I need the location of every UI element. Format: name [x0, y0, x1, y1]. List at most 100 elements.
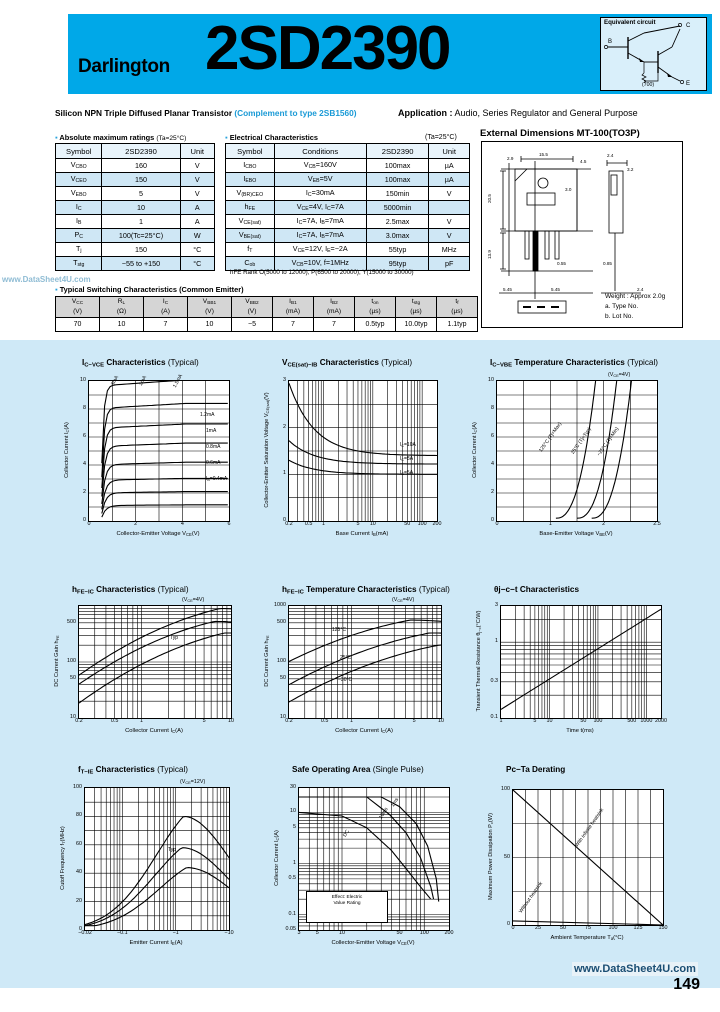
data-curve — [85, 847, 229, 927]
data-curve — [101, 491, 228, 514]
elec-conditions: VCE=12V, IE=−2A — [273, 242, 367, 257]
elec-header-2: 2SD2390 — [365, 143, 430, 159]
x-tick: 3 — [297, 930, 301, 936]
elec-conditions: VCB=10V, f=1MHz — [273, 256, 367, 271]
elec-symbol: V(BR)CEO — [225, 186, 275, 201]
sw-header-0: VCC (V) — [55, 296, 100, 318]
plot-area — [512, 789, 664, 926]
chart-condition-note: (VCE=4V) — [392, 597, 415, 603]
abs-unit: A — [179, 200, 216, 215]
y-tick: 1 — [495, 638, 498, 645]
abs-unit: A — [179, 214, 216, 229]
sw-value-0: 70 — [55, 317, 100, 332]
y-tick: 500 — [277, 618, 286, 625]
y-tick: 2 — [491, 489, 494, 495]
table-row: VCE(sat) IC=7A, IB=7mA 2.5max V — [225, 214, 470, 229]
chart-ft-ie: fT−IE Characteristics (Typical) −0.02 −0.1… — [48, 765, 248, 965]
data-curve — [289, 632, 441, 686]
plot-graphics — [501, 606, 661, 718]
abs-symbol: Tstg — [54, 256, 103, 271]
data-curve — [101, 381, 179, 464]
package-note-b: b. Lot No. — [605, 313, 634, 320]
series-label: 0.6mA — [206, 460, 221, 466]
chart-title: Pc−Ta Derating — [506, 765, 566, 774]
y-tick: 0 — [491, 517, 494, 523]
y-tick: 20 — [76, 897, 82, 904]
data-curve — [101, 461, 228, 504]
series-label: Typ — [170, 635, 179, 641]
application-label: Application : — [398, 108, 453, 118]
plot-graphics — [289, 606, 441, 718]
plot-graphics — [79, 606, 231, 718]
y-tick: 50 — [70, 674, 76, 681]
x-tick: 5 — [412, 718, 416, 724]
abs-value: 100(Tc=25°C) — [101, 228, 181, 243]
abs-value: 5 — [101, 186, 181, 201]
elec-value: 3.0max — [365, 228, 430, 243]
series-label: IC=10A — [400, 442, 416, 448]
x-tick: 0.5 — [110, 718, 119, 724]
x-tick: 1 — [499, 718, 503, 724]
abs-symbol: PC — [54, 228, 103, 243]
sw-value-1: 10 — [99, 317, 144, 332]
abs-value: 10 — [101, 200, 181, 215]
x-tick: 150 — [658, 925, 668, 931]
elec-value: 150min — [365, 186, 430, 201]
abs-unit: °C — [179, 242, 216, 257]
plot-graphics — [289, 381, 437, 521]
sw-header-9: tf (µs) — [436, 296, 478, 318]
plot-area — [496, 380, 658, 522]
table-row: VCEO 150 V — [54, 172, 216, 187]
series-label: −30°C — [338, 677, 353, 683]
x-tick: 0.2 — [285, 521, 293, 527]
x-axis-label: Collector Current IC(A) — [335, 728, 393, 734]
table-row: IB 1 A — [54, 214, 216, 229]
sw-value-2: 7 — [143, 317, 188, 332]
data-curve — [79, 632, 231, 704]
hfe-rank-note: hFE Rank O(5000 to 12000), P(6500 to 200… — [230, 269, 414, 276]
data-curve — [289, 644, 441, 703]
y-tick: 0 — [283, 517, 286, 523]
x-tick: 10 — [339, 930, 345, 936]
x-tick: 1 — [350, 718, 354, 724]
elec-conditions: IC=30mA — [273, 186, 367, 201]
x-tick: 2.5 — [653, 521, 661, 527]
y-axis-label: Collector Current IC(A) — [64, 422, 70, 478]
table-row: IEBO VEB=5V 100max µA — [225, 172, 470, 187]
y-tick: 6 — [83, 433, 86, 439]
y-tick: 4 — [83, 461, 86, 467]
x-tick: 10 — [369, 521, 376, 527]
abs-unit: V — [179, 172, 216, 187]
abs-unit: °C — [179, 256, 216, 271]
description-text: Silicon NPN Triple Diffused Planar Trans… — [55, 108, 233, 118]
plot-graphics — [85, 788, 229, 930]
y-tick: 100 — [501, 786, 510, 792]
elec-conditions: IC=7A, IB=7mA — [273, 228, 367, 243]
svg-text:3.0: 3.0 — [565, 187, 572, 192]
svg-text:C: C — [686, 23, 691, 29]
data-curve — [101, 402, 228, 478]
chart-hfe-ic: hFE−IC Characteristics (Typical) 0.2 0.5 1 5… — [40, 585, 252, 755]
data-curve — [85, 867, 229, 927]
y-tick: 0.3 — [490, 677, 499, 684]
y-tick: 0 — [79, 926, 82, 932]
x-tick: −10 — [224, 930, 234, 936]
plot-area — [288, 380, 438, 522]
x-tick: 0 — [511, 925, 515, 931]
svg-text:2.9: 2.9 — [507, 156, 514, 161]
abs-header-0: Symbol — [54, 143, 103, 159]
bullet-icon: ▪ — [225, 133, 228, 142]
table-row: VBE(sat) IC=7A, IB=7mA 3.0max V — [225, 228, 470, 243]
svg-text:13.9: 13.9 — [487, 250, 492, 259]
elec-value: 2.5max — [365, 214, 430, 229]
plot-graphics — [89, 381, 229, 521]
x-tick: 10 — [438, 718, 444, 724]
x-axis-label: Collector Current IC(A) — [125, 728, 183, 734]
x-tick: 200 — [444, 930, 454, 936]
abs-symbol: Tj — [54, 242, 103, 257]
x-tick: 6 — [227, 521, 231, 527]
external-dimensions-heading: External Dimensions MT-100(TO3P) — [480, 128, 640, 139]
chart-title: θj−c−t Characteristics — [494, 585, 579, 594]
series-label: Typ — [168, 847, 177, 853]
